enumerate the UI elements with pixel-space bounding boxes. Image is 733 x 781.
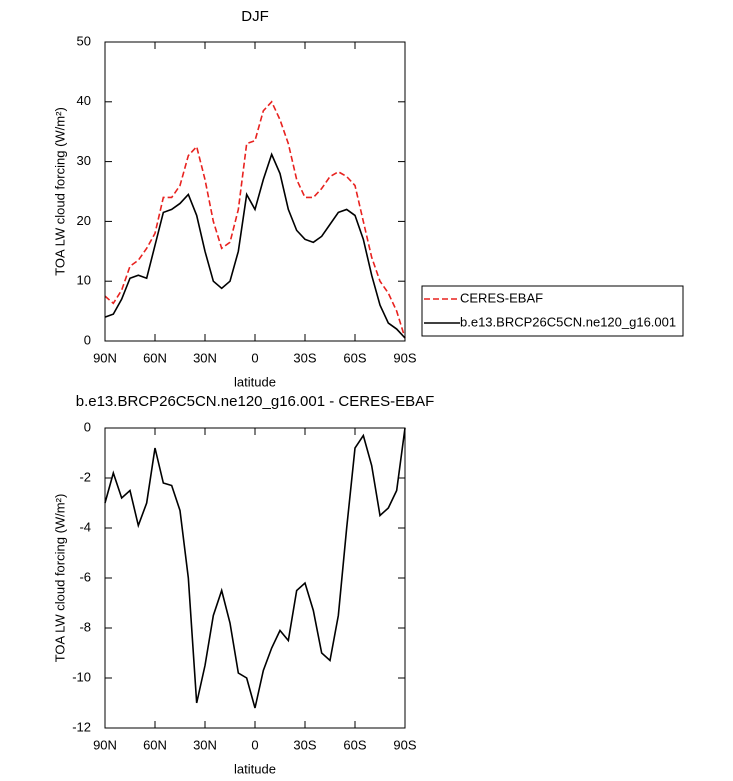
plot: DJF latitude TOA LW cloud forcing (W/m²) 90…: [52, 8, 416, 389]
legend: CERES-EBAF b.e13.BRCP26C5CN.ne120_g16.001: [421, 285, 684, 337]
x-axis-label: latitude: [234, 761, 276, 776]
x-tick-label: 30S: [293, 737, 316, 752]
x-tick-label: 30S: [293, 350, 316, 365]
data-line: [104, 100, 406, 339]
legend-label: CERES-EBAF: [460, 290, 543, 305]
y-tick-label: -6: [79, 569, 91, 584]
chart-title: b.e13.BRCP26C5CN.ne120_g16.001 - CERES-E…: [76, 393, 435, 410]
y-tick-label: 20: [77, 213, 91, 228]
y-tick-label: 30: [77, 153, 91, 168]
plot-frame: [104, 41, 406, 342]
y-tick-label: 0: [84, 419, 91, 434]
y-tick-label: 0: [84, 332, 91, 347]
x-axis-label: latitude: [234, 374, 276, 389]
y-tick-label: -2: [79, 469, 91, 484]
y-tick-label: 40: [77, 93, 91, 108]
x-tick-label: 30N: [193, 737, 217, 752]
x-tick-label: 90S: [393, 350, 416, 365]
chart-title: DJF: [241, 8, 269, 25]
y-tick-label: 10: [77, 273, 91, 288]
plot-frame: [104, 427, 406, 729]
data-line: [104, 152, 406, 339]
y-tick-label: -10: [72, 669, 91, 684]
x-tick-label: 60S: [343, 737, 366, 752]
y-tick-label: -12: [72, 719, 91, 734]
x-tick-label: 30N: [193, 350, 217, 365]
y-axis-label: TOA LW cloud forcing (W/m²): [52, 107, 67, 276]
x-tick-label: 60S: [343, 350, 366, 365]
x-tick-label: 90N: [93, 737, 117, 752]
x-tick-label: 60N: [143, 350, 167, 365]
y-tick-label: -8: [79, 619, 91, 634]
x-tick-label: 0: [251, 350, 258, 365]
x-tick-label: 90S: [393, 737, 416, 752]
y-axis-label: TOA LW cloud forcing (W/m²): [52, 494, 67, 663]
data-line: [104, 427, 406, 709]
plot: b.e13.BRCP26C5CN.ne120_g16.001 - CERES-E…: [52, 393, 434, 776]
y-tick-label: 50: [77, 33, 91, 48]
legend-box: [421, 285, 684, 337]
x-tick-label: 60N: [143, 737, 167, 752]
legend-label: b.e13.BRCP26C5CN.ne120_g16.001: [460, 314, 676, 329]
y-tick-label: -4: [79, 519, 91, 534]
x-tick-label: 90N: [93, 350, 117, 365]
x-tick-label: 0: [251, 737, 258, 752]
